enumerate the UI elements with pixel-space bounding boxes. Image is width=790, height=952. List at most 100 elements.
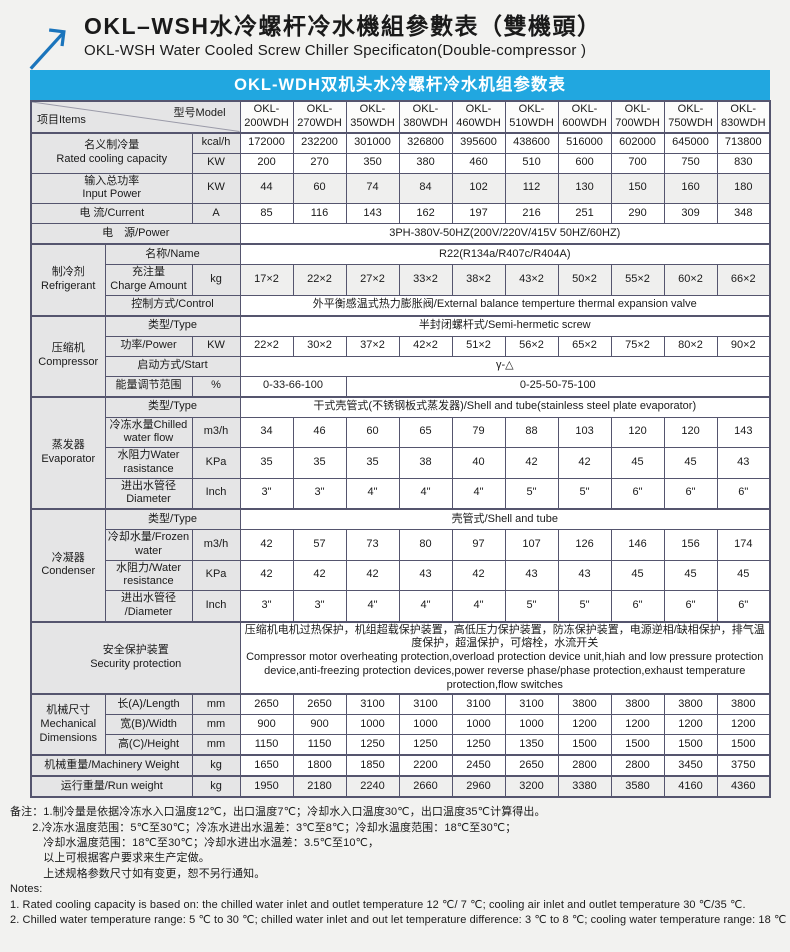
note-line-cn: 备注：1.制冷量是依据冷冻水入口温度12℃，出口温度7℃；冷却水入口温度30℃，…: [10, 806, 546, 819]
note-line-cn: 2.冷冻水温度范围：5℃至30℃；冷冻水进出水温差：3℃至8℃；冷却水温度范围：…: [10, 821, 517, 834]
row-label-cell: 启动方式/Start: [104, 355, 241, 377]
value-cell: 4": [398, 477, 453, 510]
value-cell: 2650: [292, 693, 347, 716]
value-cell: 197: [451, 203, 506, 224]
value-cell: 380: [398, 152, 453, 174]
unit-cell: kg: [191, 264, 241, 296]
value-cell: 5": [504, 590, 559, 622]
unit-cell: Inch: [191, 590, 241, 622]
value-cell: 900: [292, 714, 347, 736]
value-cell: 90×2: [716, 335, 771, 357]
value-cell: 43: [557, 559, 612, 591]
value-cell: 116: [292, 203, 347, 224]
row-label-cell: 水阻力/Water resistance: [104, 559, 193, 591]
value-cell: 35: [292, 447, 347, 479]
row-label-cell: 长(A)/Length: [104, 693, 193, 716]
value-cell: 3100: [398, 693, 453, 716]
value-cell: 45: [610, 559, 665, 591]
spanned-value-cell: 0-25-50-75-100: [345, 375, 771, 397]
value-cell: 460: [451, 152, 506, 174]
notes-section: 备注：1.制冷量是依据冷冻水入口温度12℃，出口温度7℃；冷却水入口温度30℃，…: [10, 805, 790, 928]
row-label-cell: 水阻力Water rasistance: [104, 447, 193, 479]
spec-row: 水阻力Water rasistance KPa 35 35 35 38 40 42 42 45 45 4…: [31, 447, 771, 479]
corner-model-label: 型号Model: [173, 107, 226, 119]
row-label-cell: 制冷剂 Refrigerant: [30, 243, 106, 316]
row-label-cell: 蒸发器 Evaporator: [30, 395, 106, 510]
value-cell: 45: [716, 559, 771, 591]
value-cell: 180: [716, 172, 771, 204]
row-label-cell: 冷凝器 Condenser: [30, 508, 106, 622]
note-line-cn: 上述规格参数尺寸如有变更，恕不另行通知。: [10, 867, 266, 880]
value-cell: 3100: [345, 693, 400, 716]
value-cell: 700: [610, 152, 665, 174]
value-cell: 3750: [716, 754, 771, 777]
value-cell: 4": [398, 590, 453, 622]
spanned-value-cell: 外平衡感温式热力膨胀阀/External balance temperture …: [239, 294, 771, 316]
spec-row: 冷凝器 Condenser 类型/Type 壳管式/Shell and tube: [30, 508, 771, 622]
spec-row: 机械重量/Machinery Weight kg 1650 1800 1850 2200 2…: [30, 754, 771, 777]
row-label-cell: 电 源/Power: [30, 223, 241, 245]
row-label-cell: 电 流/Current: [30, 203, 193, 224]
value-cell: 22×2: [292, 264, 347, 296]
row-label-cell: 安全保护装置 Security protection: [30, 620, 241, 695]
value-cell: 2180: [292, 775, 347, 798]
note-line-en: Notes:: [10, 883, 43, 896]
value-cell: 3100: [504, 693, 559, 716]
value-cell: 4160: [663, 775, 718, 798]
unit-cell: kcal/h: [191, 132, 241, 154]
value-cell: 156: [663, 529, 718, 561]
spec-row: KW 200 270 350 380 460 510 600 700 750 830: [31, 152, 771, 174]
spec-row: 运行重量/Run weight kg 1950 2180 2240 2660 2960 320…: [30, 775, 771, 798]
row-label-cell: 机械尺寸 Mechanical Dimensions: [30, 693, 106, 756]
value-cell: 251: [557, 203, 612, 224]
spanned-value-cell: 0-33-66-100: [239, 375, 347, 397]
note-line-cn: 以上可根据客户要求来生产定做。: [10, 852, 210, 865]
unit-cell: mm: [191, 693, 241, 716]
model-header-cell: OKL- 270WDH: [292, 100, 347, 134]
row-label-cell: 宽(B)/Width: [104, 714, 193, 736]
value-cell: 2200: [398, 754, 453, 777]
unit-cell: A: [191, 203, 241, 224]
unit-cell: m3/h: [191, 416, 241, 448]
spec-row: 蒸发器 Evaporator 类型/Type 干式壳管式(不锈钢板式蒸发器)/Shel…: [30, 395, 771, 510]
value-cell: 74: [345, 172, 400, 204]
spanned-value-cell: 壳管式/Shell and tube: [239, 508, 771, 530]
value-cell: 3800: [716, 693, 771, 716]
value-cell: 85: [239, 203, 294, 224]
value-cell: 51×2: [451, 335, 506, 357]
value-cell: 2650: [239, 693, 294, 716]
row-label-cell: 高(C)/Height: [104, 734, 193, 756]
value-cell: 5": [557, 590, 612, 622]
value-cell: 3200: [504, 775, 559, 798]
model-header-cell: OKL- 350WDH: [345, 100, 400, 134]
value-cell: 270: [292, 152, 347, 174]
value-cell: 120: [663, 416, 718, 448]
value-cell: 46: [292, 416, 347, 448]
value-cell: 17×2: [239, 264, 294, 296]
spec-row: 压缩机 Compressor 类型/Type 半封闭螺杆式/Semi-hermetic…: [30, 314, 771, 397]
value-cell: 3800: [557, 693, 612, 716]
note-line-en: 2. Chilled water temperature range: 5 ℃ …: [10, 913, 787, 926]
value-cell: 5": [504, 477, 559, 510]
spec-row: 机械尺寸 Mechanical Dimensions 长(A)/Length mm 265…: [30, 693, 771, 756]
value-cell: 57: [292, 529, 347, 561]
security-text-cell: 压缩机电机过热保护，机组超载保护装置，高低压力保护装置，防冻保护装置，电源逆相/…: [239, 620, 771, 695]
brand-arrow-logo: [28, 24, 74, 75]
row-label-cell: 类型/Type: [104, 508, 241, 530]
spec-row: 冷冻水量Chilled water flow m3/h 34 46 60 65 79 88 103…: [31, 416, 771, 448]
value-cell: 1800: [292, 754, 347, 777]
value-cell: 84: [398, 172, 453, 204]
spec-row: 名义制冷量 Rated cooling capacity kcal/h 172000 2…: [30, 132, 771, 174]
value-cell: 120: [610, 416, 665, 448]
value-cell: 1350: [504, 734, 559, 756]
value-cell: 130: [557, 172, 612, 204]
value-cell: 22×2: [239, 335, 294, 357]
value-cell: 112: [504, 172, 559, 204]
value-cell: 162: [398, 203, 453, 224]
value-cell: 42: [557, 447, 612, 479]
value-cell: 2660: [398, 775, 453, 798]
value-cell: 160: [663, 172, 718, 204]
value-cell: 1500: [716, 734, 771, 756]
spec-table: 项目Items 型号Model OKL- 200WDH OKL- 270WDH OKL- 35…: [30, 100, 772, 799]
value-cell: 301000: [345, 132, 400, 154]
